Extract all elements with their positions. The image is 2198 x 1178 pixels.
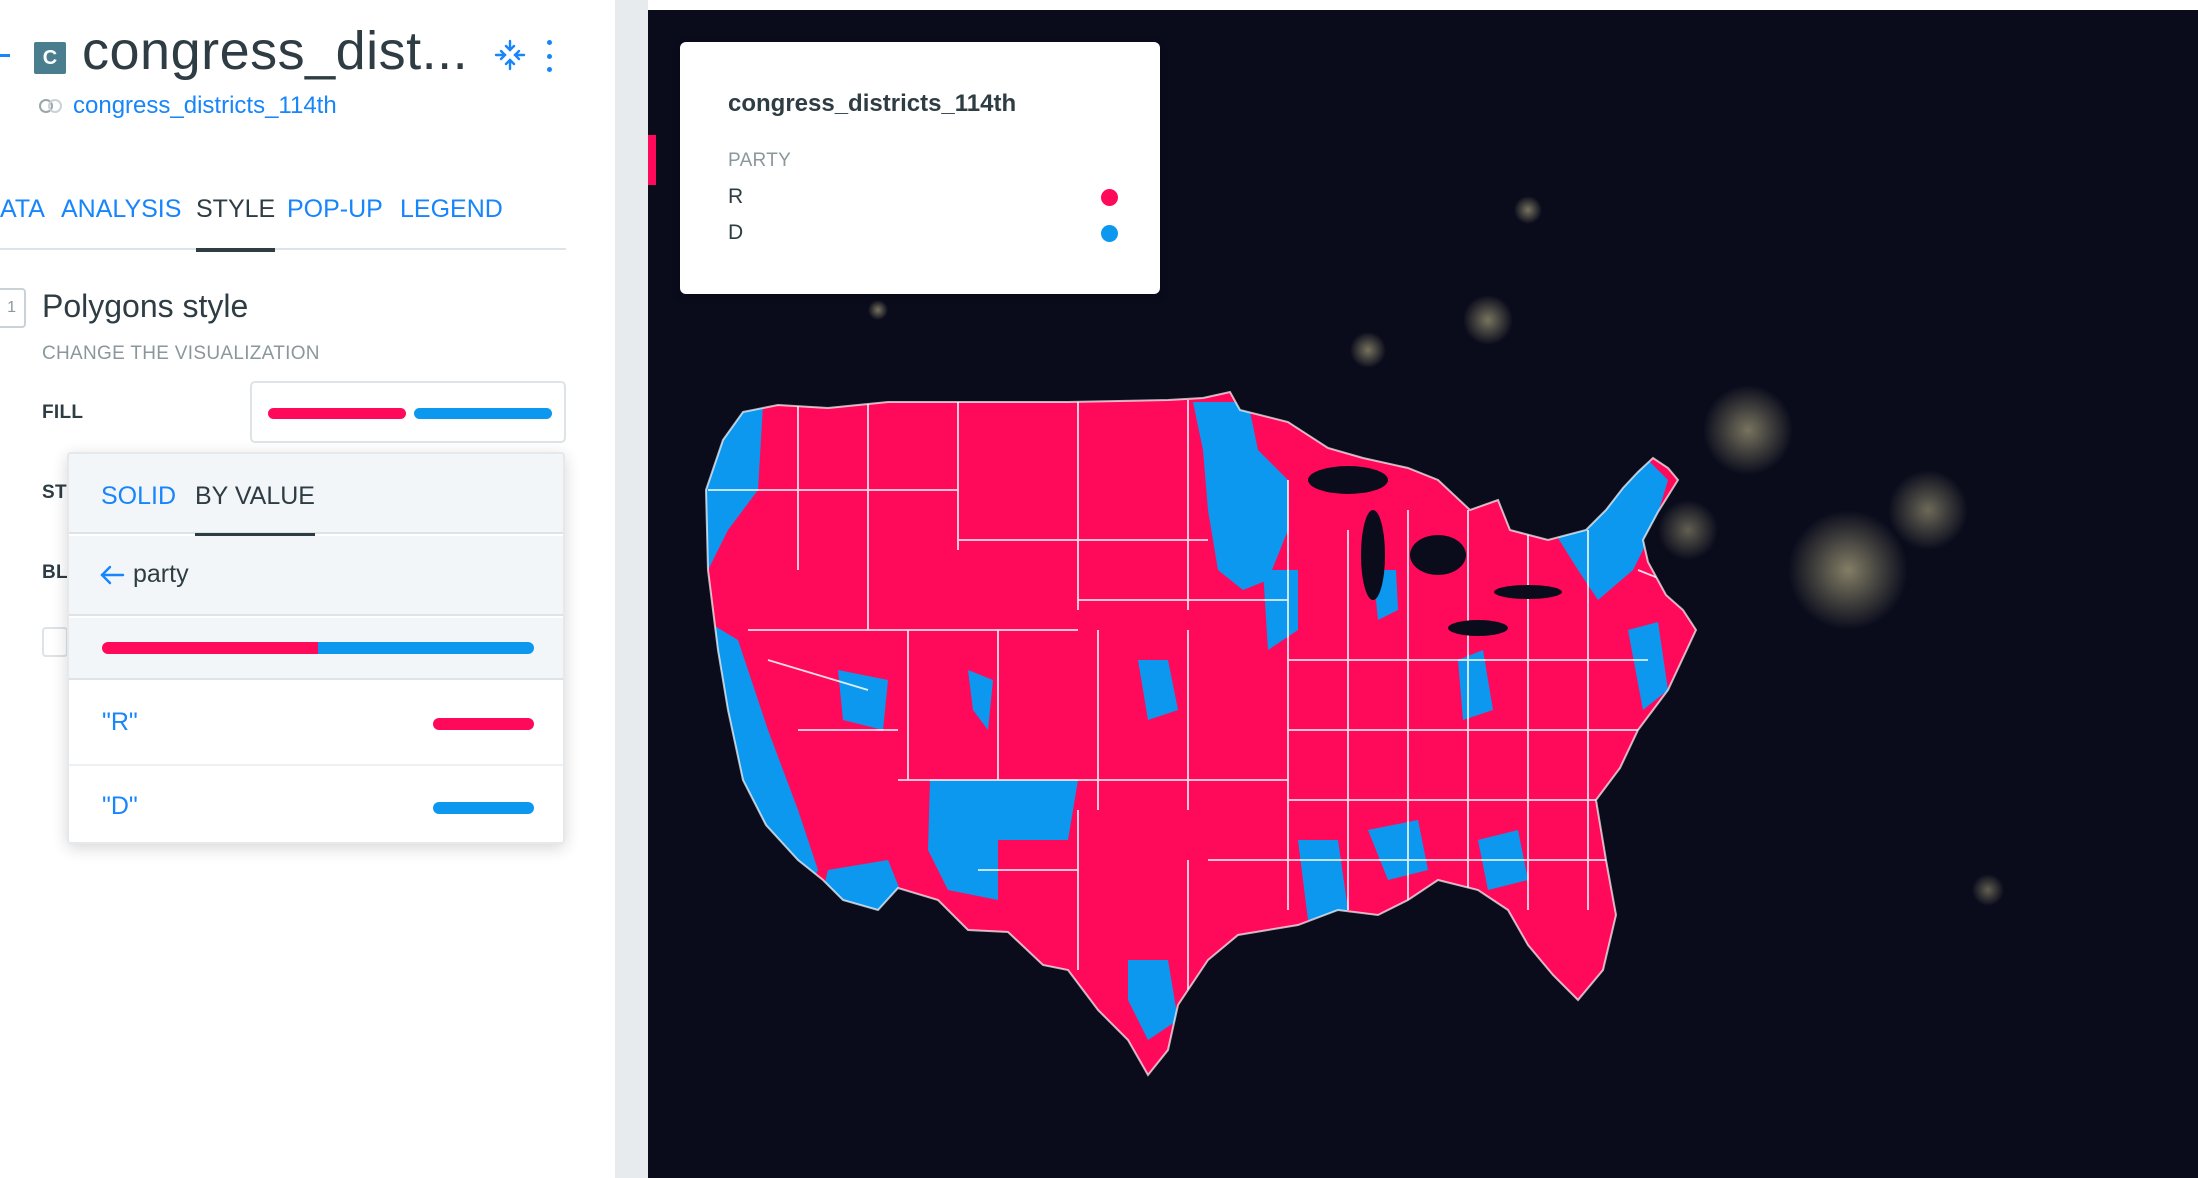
panel-divider bbox=[615, 0, 648, 1178]
value-color-swatch[interactable] bbox=[433, 718, 534, 730]
tab-style[interactable]: STYLE bbox=[196, 190, 276, 252]
blending-label: BL bbox=[42, 562, 68, 583]
tab-by-value[interactable]: BY VALUE bbox=[195, 454, 315, 536]
tab-pop-up[interactable]: POP-UP bbox=[287, 195, 383, 223]
great-lakes bbox=[1308, 466, 1562, 636]
value-color-swatch[interactable] bbox=[433, 802, 534, 814]
back-arrow-icon[interactable] bbox=[0, 54, 10, 57]
fill-swatch-r bbox=[268, 408, 406, 419]
value-row-r[interactable]: "R" bbox=[69, 682, 563, 764]
attribute-name: party bbox=[133, 560, 189, 588]
legend-item-r: R bbox=[728, 185, 1118, 209]
legend-swatch bbox=[1101, 189, 1118, 206]
arrow-left-icon[interactable] bbox=[99, 562, 125, 588]
layer-letter-badge: C bbox=[34, 42, 66, 74]
value-row-d[interactable]: "D" bbox=[69, 764, 563, 842]
tab-analysis[interactable]: ANALYSIS bbox=[61, 195, 182, 223]
tab-solid[interactable]: SOLID bbox=[101, 482, 177, 510]
tab-legend[interactable]: LEGEND bbox=[400, 195, 503, 223]
map-legend: congress_districts_114th PARTY R D bbox=[680, 42, 1160, 294]
legend-swatch bbox=[1101, 225, 1118, 242]
map-layer bbox=[648, 10, 2198, 1178]
layer-tabs: ATA ANALYSIS STYLE POP-UP LEGEND bbox=[0, 190, 566, 252]
fill-swatch-d bbox=[414, 408, 552, 419]
legend-item-d: D bbox=[728, 221, 1118, 245]
map-canvas[interactable] bbox=[648, 10, 2198, 1178]
legend-item-label: R bbox=[728, 185, 744, 208]
checkbox[interactable] bbox=[42, 627, 68, 657]
collapse-icon[interactable] bbox=[493, 38, 527, 72]
value-label: "R" bbox=[102, 708, 138, 736]
fill-color-selector[interactable] bbox=[250, 381, 566, 443]
more-options-icon[interactable] bbox=[541, 40, 557, 72]
stroke-label: ST bbox=[42, 482, 67, 503]
fill-by-value-popup: SOLID BY VALUE party "R" "D" bbox=[67, 452, 565, 844]
layer-style-panel: C congress_dist... congress_districts_11… bbox=[0, 0, 615, 1178]
city-lights bbox=[868, 196, 2004, 906]
legend-item-label: D bbox=[728, 221, 744, 244]
color-ramp bbox=[102, 642, 534, 654]
color-ramp-row[interactable] bbox=[69, 618, 563, 680]
section-title: Polygons style bbox=[42, 288, 249, 324]
popup-tabs: SOLID BY VALUE bbox=[69, 454, 563, 536]
source-node-icon bbox=[39, 99, 62, 113]
fill-label: FILL bbox=[42, 402, 84, 423]
step-number-badge: 1 bbox=[0, 288, 26, 328]
attribute-selector[interactable]: party bbox=[69, 536, 563, 616]
section-subtitle: CHANGE THE VISUALIZATION bbox=[42, 343, 320, 364]
layer-title[interactable]: congress_dist... bbox=[82, 21, 469, 81]
source-dataset-link[interactable]: congress_districts_114th bbox=[73, 92, 337, 119]
legend-attribute: PARTY bbox=[728, 150, 792, 171]
value-label: "D" bbox=[102, 792, 138, 820]
legend-title: congress_districts_114th bbox=[728, 90, 1017, 117]
tab-data[interactable]: ATA bbox=[0, 195, 45, 223]
